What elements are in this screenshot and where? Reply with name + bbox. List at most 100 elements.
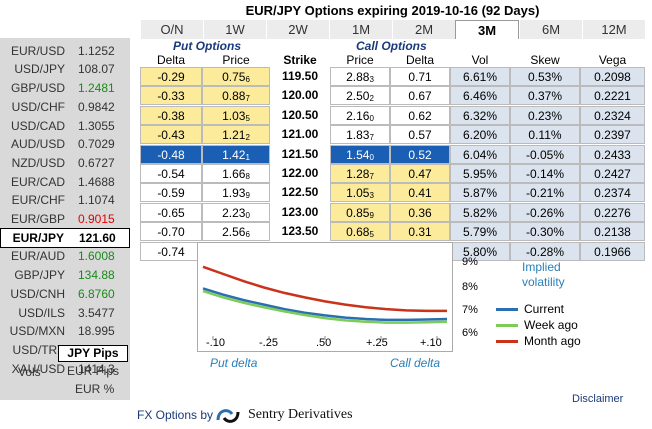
sidebar-pair-xau-usd[interactable]: XAU/USD 1414.3 [0, 359, 130, 379]
call-price-cell: 1.540 [330, 144, 390, 164]
eur-pips-toggle[interactable]: EUR Pips [67, 364, 120, 378]
put-price-cell-pip: 7 [245, 94, 250, 104]
sidebar-pair-usd-jpy[interactable]: USD/JPY 108.07 [0, 60, 130, 80]
call-price-cell-pip: 7 [369, 133, 374, 143]
jpy-pips-toggle[interactable]: JPY Pips [58, 345, 128, 362]
skew-cell-value: -0.14% [525, 167, 565, 181]
vega-cell-value: 0.2138 [594, 225, 631, 240]
sidebar-pair-eur-usd[interactable]: EUR/USD 1.1252 [0, 41, 130, 61]
pair-rate: 108.07 [78, 62, 115, 77]
sidebar-pair-eur-aud[interactable]: EUR/AUD 1.6008 [0, 247, 130, 267]
pair-rate: 1.3055 [78, 118, 115, 133]
put-price-cell-value: 1.93 [222, 186, 246, 201]
legend-swatch [496, 339, 518, 343]
put-price-cell-pip: 5 [245, 113, 250, 123]
y-tick-label: 8% [462, 281, 478, 293]
sidebar-pair-usd-chf[interactable]: USD/CHF 0.9842 [0, 97, 130, 117]
call-price-cell-value: 1.83 [346, 128, 370, 143]
sidebar-pair-eur-cad[interactable]: EUR/CAD 1.4688 [0, 172, 130, 192]
tab-6m[interactable]: 6M [519, 20, 582, 39]
pair-name: USD/CNH [10, 286, 65, 301]
strike-cell-value: 122.00 [281, 166, 319, 180]
pair-rate: 1.1074 [78, 193, 115, 208]
tab-3m[interactable]: 3M [455, 20, 519, 39]
sidebar-pair-usd-ils[interactable]: USD/ILS 3.5477 [0, 303, 130, 323]
vega-cell: 0.2427 [580, 164, 645, 183]
chart-plot [197, 242, 453, 352]
series-line-current [202, 287, 448, 322]
tab-12m[interactable]: 12M [582, 20, 645, 39]
tab-2w[interactable]: 2W [266, 20, 329, 39]
vega-cell-value: 0.1966 [594, 244, 631, 259]
pair-rate: 3.5477 [78, 305, 115, 320]
vol-cell: 6.04% [450, 144, 510, 164]
sidebar-pair-usd-cad[interactable]: USD/CAD 1.3055 [0, 116, 130, 136]
legend-label: Week ago [524, 318, 578, 332]
strike-cell-value: 123.50 [281, 224, 319, 239]
vol-cell: 5.80% [450, 241, 510, 261]
sidebar-pair-nzd-usd[interactable]: NZD/USD 0.6727 [0, 153, 130, 173]
put-price-cell: 1.035 [202, 105, 270, 125]
sidebar-pair-usd-mxn[interactable]: USD/MXN 18.995 [0, 322, 130, 342]
skew-cell-value: -0.26% [525, 205, 565, 220]
tab-2m[interactable]: 2M [392, 20, 455, 39]
strike-cell: 120.50 [270, 106, 330, 125]
put-delta-cell-value: -0.33 [157, 89, 185, 104]
vega-cell-value: 0.2374 [594, 186, 631, 201]
tab-1m[interactable]: 1M [329, 20, 392, 39]
sidebar-pair-aud-usd[interactable]: AUD/USD 0.7029 [0, 135, 130, 155]
put-delta-cell: -0.38 [140, 105, 202, 125]
brand-name[interactable]: Sentry Derivatives [248, 407, 353, 422]
eur-pct-toggle[interactable]: EUR % [75, 382, 115, 396]
pair-name: EUR/AUD [10, 249, 65, 264]
vol-cell: 5.95% [450, 164, 510, 183]
sidebar-pair-gbp-usd[interactable]: GBP/USD 1.2481 [0, 78, 130, 98]
pair-rate: 1.4688 [78, 174, 115, 189]
sidebar-pair-eur-gbp[interactable]: EUR/GBP 0.9015 [0, 209, 130, 229]
sidebar-pair-eur-chf[interactable]: EUR/CHF 1.1074 [0, 191, 130, 211]
pair-name: USD/CHF [11, 99, 65, 114]
call-price-cell-pip: 2 [369, 94, 374, 104]
put-delta-cell-value: -0.38 [157, 108, 185, 123]
call-price-cell-value: 2.88 [346, 70, 370, 84]
call-price-cell: 1.287 [330, 164, 390, 183]
put-price-cell-value: 1.42 [222, 147, 246, 162]
pair-rate: 0.9015 [78, 212, 115, 227]
disclaimer-link[interactable]: Disclaimer [572, 393, 624, 405]
col-strike: Strike [283, 53, 317, 67]
put-price-cell: 1.421 [202, 144, 270, 164]
put-price-cell-pip: 1 [245, 152, 250, 162]
sentry-logo-icon[interactable] [212, 406, 244, 429]
call-delta-cell: 0.36 [390, 202, 450, 222]
vols-toggle[interactable]: Vols [18, 365, 41, 379]
call-price-cell: 1.053 [330, 183, 390, 203]
call-delta-cell-value: 0.67 [408, 89, 432, 104]
vega-cell: 0.2397 [580, 125, 645, 145]
sidebar-pair-eur-jpy[interactable]: EUR/JPY 121.60 [0, 228, 130, 248]
tab-1w[interactable]: 1W [203, 20, 266, 39]
call-delta-label: Call delta [390, 356, 441, 370]
vol-cell-value: 5.95% [462, 167, 498, 181]
fx-options-by-label: FX Options by [137, 408, 214, 422]
vol-cell-value: 5.87% [462, 186, 498, 201]
call-price-cell-pip: 0 [369, 113, 374, 123]
strike-cell-value: 120.00 [281, 88, 319, 103]
call-price-cell: 2.160 [330, 105, 390, 125]
series-line-week-ago [202, 289, 448, 324]
skew-cell: -0.26% [510, 202, 580, 222]
call-delta-cell-value: 0.41 [408, 186, 432, 201]
vol-cell: 6.32% [450, 105, 510, 125]
x-tick-label: -.25 [259, 337, 278, 349]
put-price-cell-pip: 6 [245, 230, 250, 240]
tab-on[interactable]: O/N [140, 20, 203, 39]
skew-cell: -0.05% [510, 144, 580, 164]
sidebar-pair-gbp-jpy[interactable]: GBP/JPY 134.88 [0, 265, 130, 285]
legend-item-week-ago: Week ago [496, 318, 578, 332]
pair-name: EUR/CHF [11, 193, 65, 208]
put-price-cell: 0.756 [202, 67, 270, 86]
sidebar-pair-usd-cnh[interactable]: USD/CNH 6.8760 [0, 284, 130, 304]
call-price-cell: 2.883 [330, 67, 390, 86]
vega-cell: 0.2276 [580, 202, 645, 222]
skew-cell-value: 0.53% [527, 70, 563, 84]
